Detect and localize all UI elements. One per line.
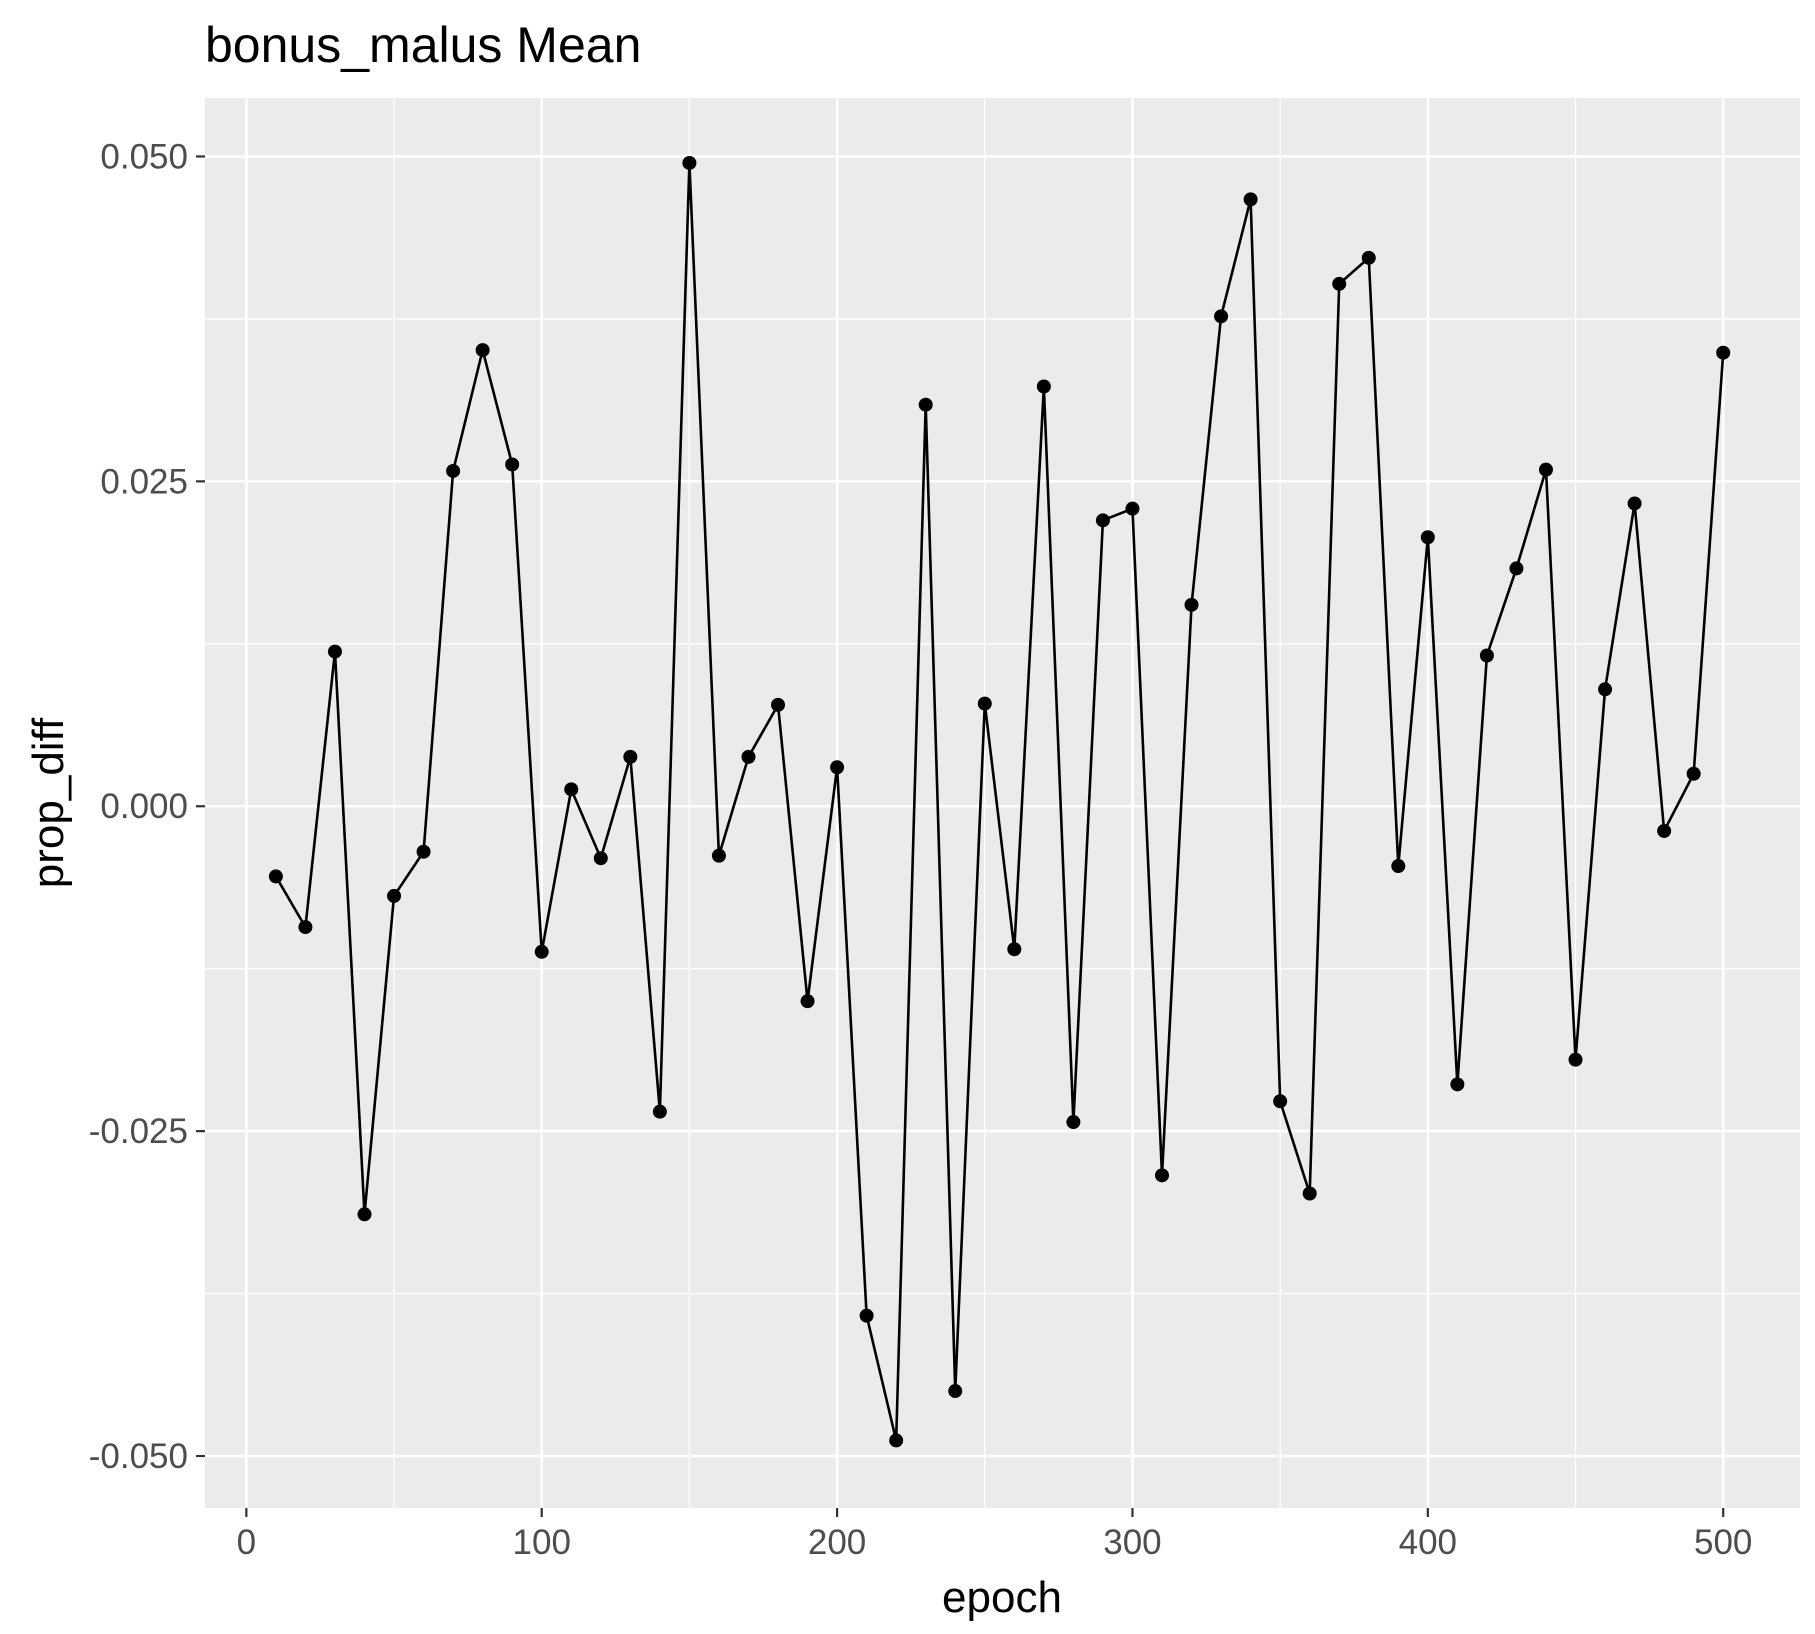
data-point bbox=[800, 994, 815, 1009]
data-point bbox=[830, 760, 845, 775]
series-line bbox=[274, 161, 1725, 1442]
data-point bbox=[889, 1433, 904, 1448]
data-point bbox=[1184, 597, 1199, 612]
x-tick-label: 0 bbox=[237, 1523, 256, 1562]
data-point bbox=[1716, 345, 1731, 360]
major-gridlines bbox=[205, 98, 1800, 1508]
data-point bbox=[1420, 530, 1435, 545]
data-point bbox=[1509, 561, 1524, 576]
data-point bbox=[357, 1207, 372, 1222]
x-tick-label: 300 bbox=[1103, 1523, 1161, 1562]
data-point bbox=[682, 155, 697, 170]
data-point bbox=[298, 920, 313, 935]
data-point bbox=[327, 644, 342, 659]
data-point bbox=[918, 397, 933, 412]
data-point bbox=[711, 848, 726, 863]
data-point bbox=[593, 851, 608, 866]
data-point bbox=[1155, 1168, 1169, 1183]
data-point bbox=[1273, 1094, 1288, 1109]
y-tick-label: 0.025 bbox=[100, 462, 188, 501]
data-point bbox=[1036, 379, 1051, 394]
data-point bbox=[1627, 496, 1642, 511]
y-tick-label: -0.050 bbox=[89, 1437, 188, 1476]
data-point bbox=[1095, 513, 1110, 528]
data-point bbox=[1007, 942, 1022, 957]
data-point bbox=[1214, 309, 1229, 324]
x-tick-label: 400 bbox=[1399, 1523, 1457, 1562]
data-point bbox=[1332, 276, 1347, 291]
data-point bbox=[948, 1384, 963, 1399]
data-point bbox=[268, 869, 283, 884]
axis-ticks: 0 100 200 300 400 500 -0.050 -0.025 0.000 0.025 0.… bbox=[89, 137, 1753, 1562]
data-point bbox=[475, 343, 490, 358]
data-point bbox=[771, 697, 786, 712]
data-point bbox=[1450, 1077, 1465, 1092]
data-point bbox=[977, 696, 992, 711]
x-tick-label: 200 bbox=[808, 1523, 866, 1562]
data-point bbox=[416, 844, 431, 859]
data-point bbox=[1391, 859, 1406, 874]
data-point bbox=[652, 1104, 667, 1119]
x-tick-label: 500 bbox=[1694, 1523, 1752, 1562]
data-point bbox=[1686, 766, 1701, 781]
data-point bbox=[564, 782, 579, 797]
data-point bbox=[623, 749, 638, 764]
data-point bbox=[1243, 192, 1258, 207]
data-point bbox=[1302, 1186, 1317, 1201]
y-tick-label: -0.025 bbox=[89, 1112, 188, 1151]
data-point bbox=[1125, 501, 1140, 516]
data-point bbox=[446, 463, 461, 478]
data-point bbox=[1066, 1115, 1081, 1130]
x-axis-title: epoch bbox=[942, 1573, 1062, 1622]
y-tick-label: 0.000 bbox=[100, 787, 188, 826]
data-point bbox=[1538, 462, 1553, 477]
data-point bbox=[741, 749, 756, 764]
chart-title: bonus_malus Mean bbox=[205, 17, 641, 73]
data-point bbox=[534, 944, 549, 959]
data-point bbox=[505, 457, 520, 472]
data-point bbox=[859, 1308, 874, 1323]
data-point bbox=[1657, 823, 1672, 838]
x-tick-label: 100 bbox=[513, 1523, 571, 1562]
data-point bbox=[1568, 1052, 1583, 1067]
data-point bbox=[387, 888, 402, 903]
data-point bbox=[1479, 648, 1494, 663]
series-layer bbox=[268, 155, 1731, 1448]
minor-gridlines bbox=[205, 98, 1800, 1508]
plot-panel bbox=[205, 98, 1800, 1508]
y-tick-label: 0.050 bbox=[100, 137, 188, 176]
y-axis-title: prop_diff bbox=[24, 717, 73, 888]
data-point bbox=[1598, 682, 1613, 697]
data-point bbox=[1361, 250, 1376, 265]
